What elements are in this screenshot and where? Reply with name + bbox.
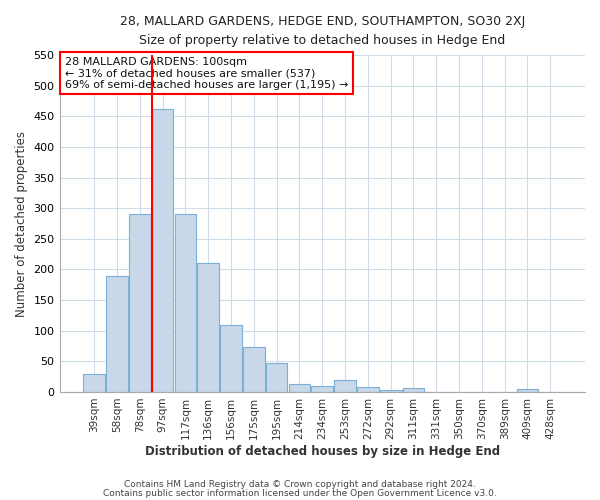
- Bar: [311, 386, 333, 392]
- Bar: [266, 363, 287, 392]
- Bar: [243, 347, 265, 392]
- Bar: [152, 109, 173, 392]
- Bar: [197, 264, 219, 392]
- Text: 28 MALLARD GARDENS: 100sqm
← 31% of detached houses are smaller (537)
69% of sem: 28 MALLARD GARDENS: 100sqm ← 31% of deta…: [65, 57, 348, 90]
- Text: Contains public sector information licensed under the Open Government Licence v3: Contains public sector information licen…: [103, 490, 497, 498]
- Title: 28, MALLARD GARDENS, HEDGE END, SOUTHAMPTON, SO30 2XJ
Size of property relative : 28, MALLARD GARDENS, HEDGE END, SOUTHAMP…: [119, 15, 525, 47]
- Bar: [357, 387, 379, 392]
- Bar: [289, 384, 310, 392]
- Bar: [129, 214, 151, 392]
- X-axis label: Distribution of detached houses by size in Hedge End: Distribution of detached houses by size …: [145, 444, 500, 458]
- Bar: [106, 276, 128, 392]
- Bar: [83, 374, 105, 392]
- Bar: [403, 388, 424, 392]
- Text: Contains HM Land Registry data © Crown copyright and database right 2024.: Contains HM Land Registry data © Crown c…: [124, 480, 476, 489]
- Bar: [517, 389, 538, 392]
- Bar: [220, 324, 242, 392]
- Bar: [380, 390, 401, 392]
- Y-axis label: Number of detached properties: Number of detached properties: [15, 130, 28, 316]
- Bar: [334, 380, 356, 392]
- Bar: [175, 214, 196, 392]
